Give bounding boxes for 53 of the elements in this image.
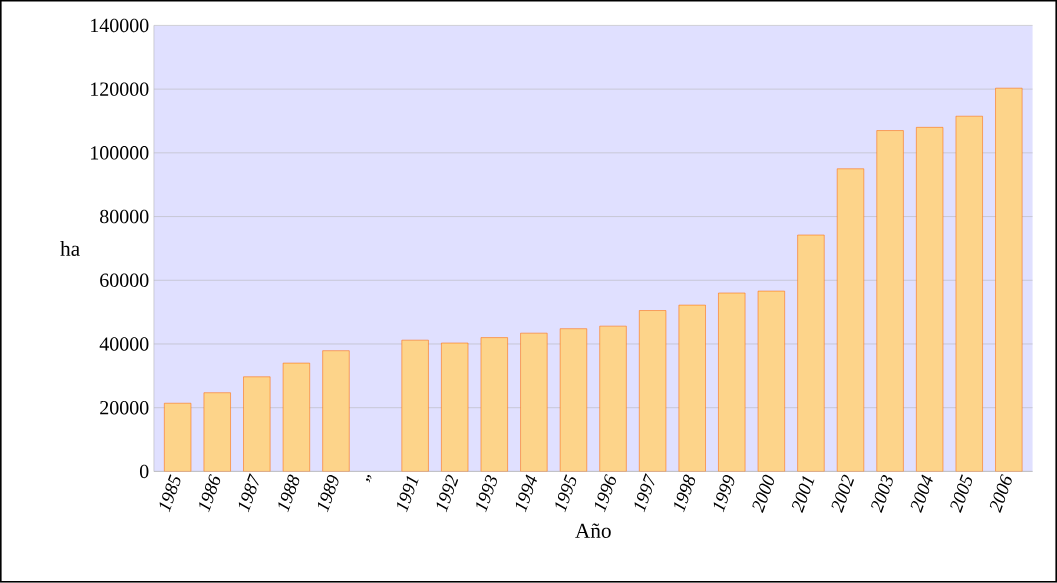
bar: [797, 234, 825, 472]
bar: [836, 168, 865, 472]
y-tick-label: 120000: [91, 82, 149, 96]
y-tick-label: 40000: [99, 337, 149, 351]
bar: [916, 127, 944, 472]
x-tick-label: 2002: [831, 474, 854, 514]
x-tick-label: 1995: [555, 474, 577, 513]
y-axis-title: ha: [60, 241, 80, 257]
x-tick-label: 2000: [752, 474, 775, 514]
x-axis-title: Año: [575, 523, 611, 539]
bar: [164, 403, 191, 472]
y-tick-label: 60000: [100, 273, 149, 288]
x-tick-label: 1998: [674, 474, 696, 513]
x-tick-label: 2003: [871, 475, 893, 514]
bar: [243, 376, 271, 472]
bar: [441, 342, 469, 472]
bar: [203, 392, 231, 472]
x-tick-label: 1987: [238, 473, 259, 513]
x-tick-label: 1997: [634, 473, 655, 513]
x-tick-label: 2005: [950, 474, 972, 514]
x-tick-label: 1999: [713, 475, 735, 513]
y-tick-label: 0: [139, 464, 149, 479]
bar: [322, 350, 350, 472]
x-tick-label: 1992: [436, 474, 459, 513]
bar: [876, 130, 904, 472]
x-tick-label: ”: [366, 475, 372, 483]
x-tick-label: 1996: [595, 474, 616, 513]
x-tick-label: 1991: [397, 476, 419, 513]
y-tick-label: 140000: [91, 18, 149, 33]
bar: [678, 304, 706, 472]
bar: [639, 310, 667, 472]
bar: [599, 326, 627, 472]
y-tick-label: 100000: [91, 146, 149, 160]
x-tick-label: 1988: [278, 474, 300, 513]
x-tick-label: 1986: [199, 474, 221, 513]
x-tick-label: 1989: [317, 475, 339, 513]
x-tick-label: 2004: [910, 474, 933, 514]
bar: [283, 363, 310, 472]
y-tick-label: 80000: [100, 209, 149, 224]
bar: [955, 116, 983, 472]
x-tick-label: 2001: [791, 476, 815, 514]
bar: [718, 292, 746, 472]
x-tick-label: 1985: [159, 474, 181, 513]
bar: [995, 88, 1023, 472]
bar: [401, 340, 429, 472]
bar: [520, 333, 548, 472]
x-tick-label: 1993: [476, 475, 497, 513]
y-tick-label: 20000: [100, 401, 149, 415]
bar: [757, 290, 785, 472]
x-tick-label: 2006: [989, 474, 1012, 514]
bar: [559, 328, 588, 472]
bar: [480, 337, 508, 472]
x-tick-label: 1994: [515, 474, 537, 513]
